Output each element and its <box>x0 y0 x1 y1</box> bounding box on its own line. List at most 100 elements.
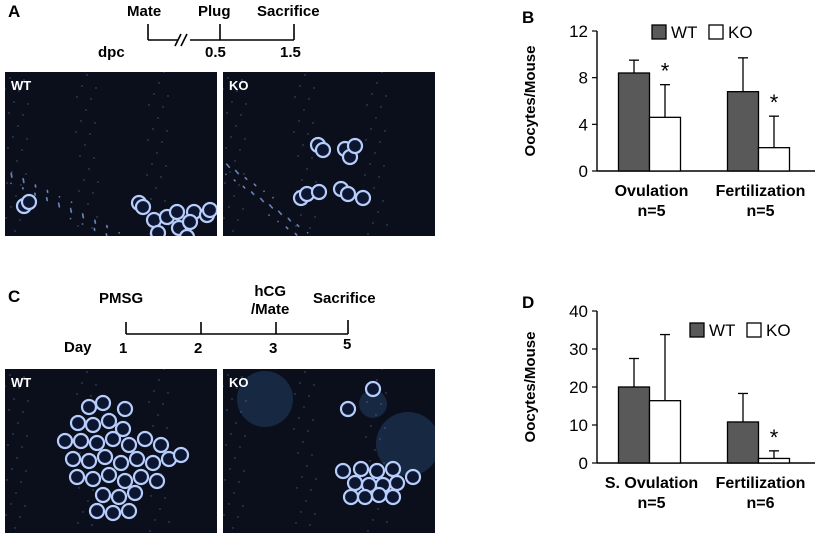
oocyte-cell <box>145 211 163 229</box>
y-tick-label: 4 <box>579 115 588 134</box>
oocyte-cell <box>368 462 386 480</box>
micrograph-speck <box>304 74 306 76</box>
y-tick-label: 20 <box>569 378 588 397</box>
oocyte-cell <box>120 436 138 454</box>
timeline-c-label-pmsg: PMSG <box>99 290 144 307</box>
micrograph-speck <box>371 93 373 95</box>
micrograph-speck <box>299 85 301 87</box>
micrograph-speck <box>295 522 297 524</box>
micrograph-speck <box>383 462 385 464</box>
micrograph-speck <box>309 227 311 229</box>
chart-b: Oocytes/Mouse 0 4 8 12 * Ovulation n=5 * Fertiliz… <box>522 22 815 220</box>
micrograph-speck <box>149 530 151 532</box>
category-label: Fertilization <box>716 183 806 200</box>
micrograph-speck <box>14 230 16 232</box>
micrograph-speck <box>381 369 383 370</box>
micrograph-debris <box>306 231 309 234</box>
micrograph-speck <box>301 476 303 478</box>
micrograph-speck <box>87 500 89 502</box>
y-tick-label: 8 <box>579 69 588 88</box>
oocyte-cell <box>136 430 154 448</box>
micrograph-speck <box>303 109 305 111</box>
micrograph-speck <box>313 87 315 89</box>
micrograph-speck <box>80 120 82 122</box>
micrograph-speck <box>95 384 97 386</box>
micrograph-c-wt-label: WT <box>11 375 32 390</box>
micrograph-debris <box>93 219 96 222</box>
micrograph-debris <box>244 176 247 179</box>
micrograph-debris <box>272 196 274 199</box>
micrograph-speck <box>370 128 372 130</box>
micrograph-speck <box>162 403 164 405</box>
micrograph-speck <box>244 138 246 140</box>
micrograph-c-ko-image <box>223 369 435 532</box>
micrograph-speck <box>245 103 247 105</box>
micrograph-speck <box>367 530 369 532</box>
oocyte-cell <box>134 198 152 216</box>
micrograph-speck <box>227 374 229 376</box>
micrograph-speck <box>302 144 304 146</box>
oocyte-cell <box>346 474 364 492</box>
micrograph-speck <box>239 149 241 151</box>
micrograph-debris <box>10 172 13 175</box>
micrograph-speck <box>243 173 245 175</box>
micrograph-speck <box>150 198 152 200</box>
oocyte-cell <box>88 434 106 452</box>
timeline-a-tick-0-5: 0.5 <box>205 44 226 61</box>
micrograph-speck <box>379 141 381 143</box>
micrograph-speck <box>13 101 15 103</box>
category-label: Fertilization <box>716 475 806 492</box>
bar-ko <box>648 116 682 172</box>
micrograph-speck <box>225 147 227 149</box>
micrograph-speck <box>307 430 309 432</box>
micrograph-speck <box>234 160 236 162</box>
y-axis-label: Oocytes/Mouse <box>522 332 539 443</box>
micrograph-speck <box>373 187 375 189</box>
panel-letter-d: D <box>522 293 535 312</box>
micrograph-speck <box>20 481 22 483</box>
micrograph-speck <box>92 489 94 491</box>
timeline-c-label-hcg-mate: hCG /Mate <box>251 283 290 318</box>
micrograph-speck <box>238 481 240 483</box>
micrograph-speck <box>94 122 96 124</box>
micrograph-a-ko: KO <box>223 72 435 236</box>
micrograph-speck <box>301 179 303 181</box>
micrograph-speck <box>230 433 232 435</box>
micrograph-speck <box>158 379 160 381</box>
micrograph-speck <box>229 468 231 470</box>
micrograph-debris <box>259 197 262 200</box>
micrograph-speck <box>235 422 237 424</box>
micrograph-a-wt: WT <box>5 72 217 236</box>
micrograph-speck <box>228 503 230 505</box>
micrograph-speck <box>27 400 29 402</box>
legend-swatch-wt <box>651 24 667 40</box>
micrograph-speck <box>312 122 314 124</box>
micrograph-speck <box>7 147 9 149</box>
micrograph-speck <box>375 117 377 119</box>
y-tick-label: 0 <box>579 454 588 473</box>
panel-letter-c: C <box>8 287 21 306</box>
oocyte-cell <box>384 460 402 478</box>
oocyte-cell <box>384 488 402 506</box>
micrograph-speck <box>240 411 242 413</box>
micrograph-speck <box>86 371 88 373</box>
micrograph-speck <box>6 479 8 481</box>
micrograph-c-ko-label: KO <box>229 375 249 390</box>
micrograph-speck <box>147 139 149 141</box>
micrograph-speck <box>15 195 17 197</box>
legend-label-ko: KO <box>728 23 753 42</box>
micrograph-speck <box>315 478 317 480</box>
micrograph-speck <box>76 393 78 395</box>
micrograph-speck <box>19 516 21 518</box>
micrograph-speck <box>232 230 234 232</box>
micrograph-speck <box>223 514 225 516</box>
micrograph-blob <box>359 390 387 418</box>
micrograph-speck <box>235 125 237 127</box>
micrograph-speck <box>27 103 29 105</box>
micrograph-speck <box>377 211 379 213</box>
micrograph-speck <box>164 497 166 499</box>
micrograph-debris <box>268 214 270 217</box>
micrograph-speck <box>8 112 10 114</box>
micrograph-speck <box>236 90 238 92</box>
micrograph-speck <box>14 527 16 529</box>
